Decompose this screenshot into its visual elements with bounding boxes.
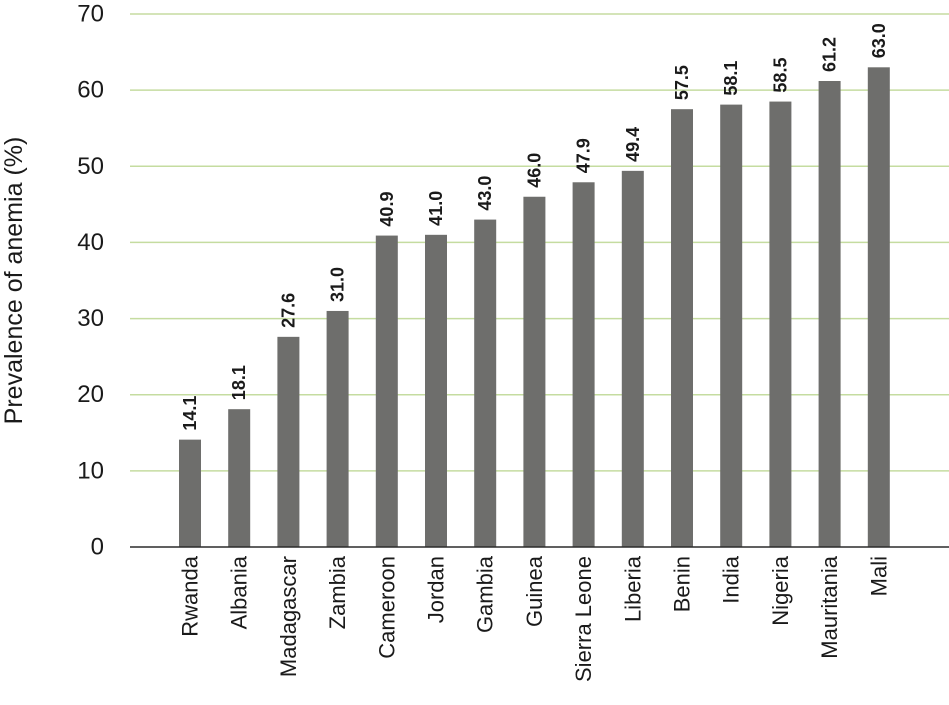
value-label: 61.2 [820,37,840,72]
category-label: Mali [866,556,891,596]
category-label: Rwanda [178,555,203,636]
category-label: Gambia [473,555,498,633]
bar [769,101,792,548]
bar [621,170,644,547]
value-label: 49.4 [623,127,643,162]
bar [326,310,349,547]
value-label: 57.5 [672,65,692,100]
value-label: 58.1 [721,61,741,96]
category-label: Albania [227,555,252,629]
y-tick-label: 50 [77,153,104,180]
bar [720,104,743,548]
category-label: Zambia [325,555,350,629]
value-label: 63.0 [869,23,889,58]
bar [818,81,841,548]
category-label: Sierra Leone [571,556,596,682]
value-label: 46.0 [524,153,544,188]
bar [179,439,201,547]
category-labels: Rwanda Albania Madagascar Zambia Cameroon Jor… [178,555,892,682]
bar [425,234,447,548]
bar [474,219,497,548]
category-label: Liberia [620,555,645,622]
bar [671,109,693,547]
value-label: 41.0 [426,191,446,226]
value-label: 58.5 [770,58,790,93]
category-label: Benin [670,556,695,612]
value-label: 27.6 [278,293,298,328]
bar [572,182,595,548]
y-tick-label: 20 [77,381,104,408]
value-label: 18.1 [229,365,249,400]
bar [277,336,300,547]
bar [523,196,546,547]
y-tick-label: 30 [77,305,104,332]
value-label: 40.9 [377,192,397,227]
value-label: 14.1 [180,396,200,431]
y-tick-label: 70 [77,1,104,28]
bar [228,409,251,547]
category-label: Nigeria [768,555,793,625]
y-tick-label: 0 [91,534,104,561]
category-label: Madagascar [276,556,301,677]
category-label: Guinea [522,555,547,627]
y-axis-ticks: 0 10 20 30 40 50 60 70 [77,1,104,561]
value-label: 31.0 [328,267,348,302]
y-tick-label: 10 [77,457,104,484]
bar [375,235,398,547]
value-labels: 14.1 18.1 27.6 31.0 40.9 41.0 43.0 46.0 47.9 49.4… [180,23,889,430]
bar [867,67,890,548]
y-axis-title: Prevalence of anemia (%) [0,137,28,425]
value-label: 43.0 [475,176,495,211]
category-label: India [719,555,744,603]
category-label: Mauritania [817,555,842,658]
category-label: Cameroon [374,556,399,659]
value-label: 47.9 [574,138,594,173]
bars [179,67,890,548]
y-tick-label: 40 [77,229,104,256]
y-tick-label: 60 [77,77,104,104]
category-label: Jordan [424,556,449,623]
